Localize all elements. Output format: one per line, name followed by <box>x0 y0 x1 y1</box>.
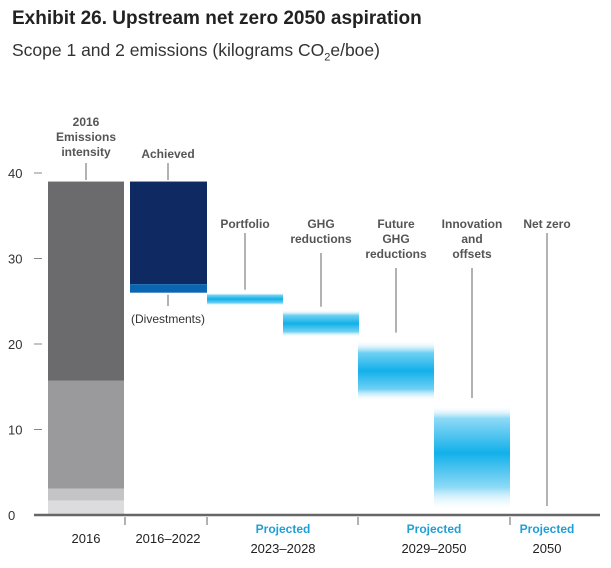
bar-portfolio <box>207 292 283 306</box>
x-label-period: 2016–2022 <box>135 531 200 546</box>
label-innovation-offsets: offsets <box>452 247 492 261</box>
x-axis: 2016 2016–2022 Projected 2023–2028 Projected… <box>34 513 600 556</box>
y-tick-label: 10 <box>8 423 22 438</box>
label-achieved: Achieved <box>141 147 194 161</box>
bar-ghg-reductions <box>283 309 359 338</box>
bar-2016-segment <box>48 488 124 501</box>
y-tick-label: 40 <box>8 166 22 181</box>
subtitle-prefix: Scope 1 and 2 emissions (kilograms CO <box>12 40 325 60</box>
label-2016-emissions-intensity: intensity <box>61 145 111 159</box>
label-net-zero: Net zero <box>523 217 570 231</box>
y-tick-label: 30 <box>8 252 22 267</box>
bars <box>48 181 510 515</box>
label-ghg-reductions: reductions <box>290 232 352 246</box>
y-tick-label: 20 <box>8 337 22 352</box>
x-label-period: 2050 <box>533 541 562 556</box>
label-future-ghg-reductions: GHG <box>382 232 409 246</box>
x-label-projected: Projected <box>256 522 311 536</box>
label-portfolio: Portfolio <box>220 217 269 231</box>
label-innovation-offsets: Innovation <box>442 217 503 231</box>
chart-subtitle: Scope 1 and 2 emissions (kilograms CO2e/… <box>12 40 380 64</box>
y-tick-label: 0 <box>8 508 15 523</box>
bar-future-ghg-reductions <box>358 340 434 402</box>
label-divestments: (Divestments) <box>131 312 205 326</box>
bar-2016-segment <box>48 500 124 515</box>
bar-divestments <box>130 284 207 293</box>
subtitle-suffix: e/boe) <box>330 40 380 60</box>
bar-2016-segment <box>48 181 124 381</box>
bar-innovation-offsets <box>434 405 510 511</box>
x-label-period: 2023–2028 <box>250 541 315 556</box>
x-label-period: 2029–2050 <box>401 541 466 556</box>
chart-title: Exhibit 26. Upstream net zero 2050 aspir… <box>12 8 422 29</box>
x-label-projected: Projected <box>520 522 575 536</box>
y-axis: 0 10 20 30 40 <box>8 166 42 523</box>
label-2016-emissions-intensity: 2016 <box>73 115 100 129</box>
bar-2016-segment <box>48 380 124 489</box>
bar-achieved <box>130 181 207 285</box>
label-future-ghg-reductions: reductions <box>365 247 427 261</box>
label-2016-emissions-intensity: Emissions <box>56 130 116 144</box>
x-label-period: 2016 <box>72 531 101 546</box>
label-ghg-reductions: GHG <box>307 217 334 231</box>
x-label-projected: Projected <box>407 522 462 536</box>
subtitle-subscript: 2 <box>324 51 331 64</box>
label-future-ghg-reductions: Future <box>377 217 415 231</box>
label-innovation-offsets: and <box>461 232 482 246</box>
